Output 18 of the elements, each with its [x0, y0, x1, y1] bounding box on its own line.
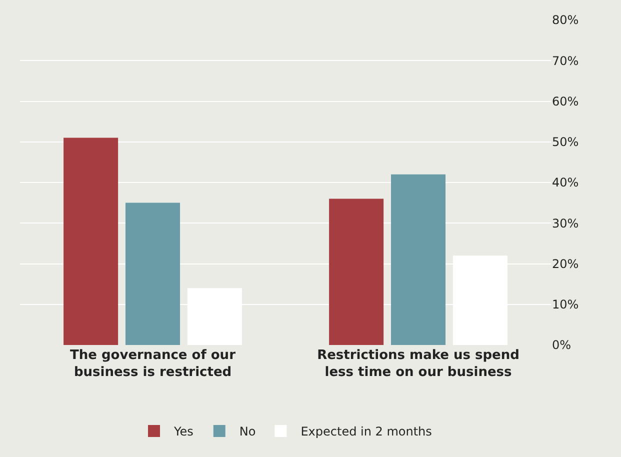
y-tick-label: 80%: [552, 13, 579, 28]
bar: [329, 198, 384, 345]
y-tick-label: 30%: [552, 216, 579, 230]
y-tick-label: 40%: [552, 176, 579, 190]
y-tick-label: 50%: [552, 135, 579, 150]
y-tick-label: 0%: [552, 338, 572, 352]
legend-label: Expected in 2 months: [300, 424, 432, 439]
x-tick-label: The governance of our business is restricted: [70, 348, 236, 380]
legend-label: No: [239, 424, 256, 439]
y-tick-label: 60%: [552, 94, 579, 108]
y-tick-label: 20%: [552, 256, 579, 271]
y-tick-label: 10%: [552, 298, 579, 312]
bar: [390, 174, 446, 345]
bar: [125, 202, 180, 345]
bar: [64, 138, 118, 345]
y-tick-label: 70%: [552, 54, 579, 68]
x-tick-label: Restrictions make us spend less time on our business: [317, 348, 520, 380]
legend-label: Yes: [173, 424, 194, 439]
